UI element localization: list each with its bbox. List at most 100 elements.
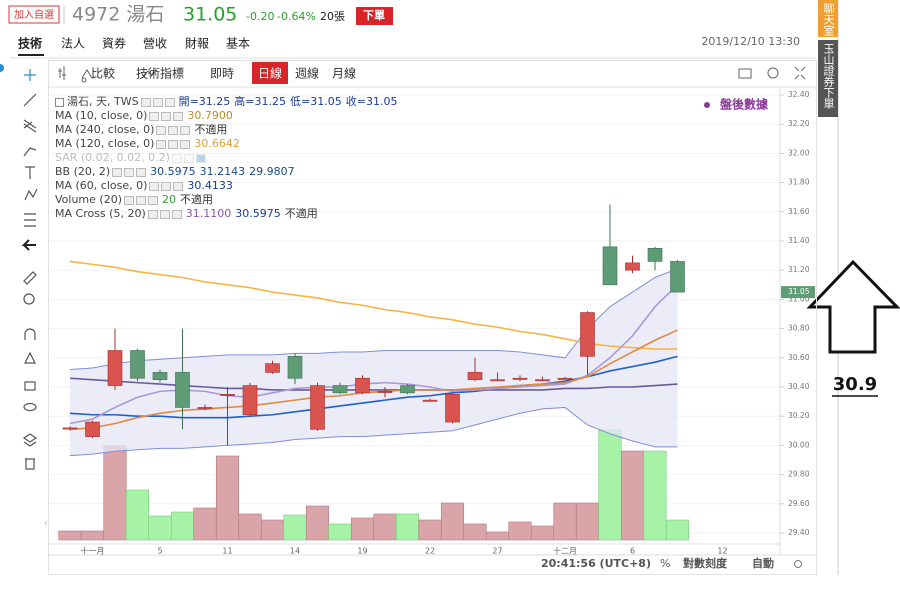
fib-tool[interactable] xyxy=(23,119,37,133)
candle-body xyxy=(62,427,78,430)
compare-icon[interactable] xyxy=(81,69,93,83)
lock-tool[interactable] xyxy=(24,381,36,391)
settings-icon[interactable] xyxy=(767,67,779,79)
volume-bar xyxy=(485,531,510,541)
legend-button xyxy=(180,139,191,149)
toolbar-item[interactable]: 即時 xyxy=(210,67,234,81)
candle-body xyxy=(400,385,415,394)
active-interval[interactable] xyxy=(252,62,288,84)
y-tick-label: 32.00 xyxy=(788,148,810,157)
y-tick-label: 30.80 xyxy=(788,324,810,333)
change: -0.20 xyxy=(246,10,274,23)
status-log[interactable]: 對數刻度 xyxy=(683,556,728,570)
volume-bar xyxy=(125,489,150,541)
layers-tool[interactable] xyxy=(22,433,38,447)
legend-button xyxy=(124,195,134,205)
eye-tool[interactable] xyxy=(23,402,37,412)
volume-bar xyxy=(215,455,240,541)
toolbar-item[interactable]: 比較 xyxy=(91,66,115,81)
watch-button[interactable] xyxy=(8,5,60,24)
fullscreen-icon[interactable] xyxy=(794,66,806,80)
band-fill xyxy=(70,268,678,456)
order-button[interactable] xyxy=(356,7,393,25)
order-tab-label[interactable]: 玉山證券下單 xyxy=(822,43,835,109)
tab[interactable]: 技術 xyxy=(18,36,42,51)
chat-label[interactable]: 聊天室 xyxy=(822,2,835,36)
volume-bar xyxy=(260,519,285,541)
status-gear[interactable] xyxy=(794,560,802,568)
candle-body xyxy=(467,372,483,380)
tab[interactable]: 資券 xyxy=(102,36,126,51)
legend-label: MA (120, close, 0) xyxy=(55,137,155,150)
legend-value: 不適用 xyxy=(194,123,228,136)
candle-body xyxy=(130,350,145,379)
magnet-tool[interactable] xyxy=(24,328,36,340)
after-hours[interactable]: 盤後數據 xyxy=(719,97,769,112)
legend-value: 30.6642 xyxy=(194,137,240,150)
tab[interactable]: 財報 xyxy=(185,36,209,51)
legend-value: 不適用 xyxy=(284,207,318,220)
order-label[interactable]: 下單 xyxy=(363,9,385,22)
tab[interactable]: 營收 xyxy=(143,37,167,51)
back-tool[interactable] xyxy=(21,239,36,251)
y-tick-label: 31.60 xyxy=(788,207,810,216)
text-tool[interactable] xyxy=(25,166,35,179)
legend-button xyxy=(152,97,163,107)
indicator-icon[interactable] xyxy=(142,69,158,77)
legend-label: MA (240, close, 0) xyxy=(55,123,155,136)
gann-tool[interactable] xyxy=(24,213,36,227)
toolbar-item[interactable]: 月線 xyxy=(332,66,356,81)
legend-label: BB (20, 2) xyxy=(55,165,111,178)
camera-icon[interactable] xyxy=(738,68,752,79)
trash-tool[interactable] xyxy=(25,458,35,470)
candle-icon[interactable] xyxy=(58,66,66,80)
status-auto[interactable]: 自動 xyxy=(752,556,774,570)
x-tick-label: 27 xyxy=(492,547,502,556)
x-tick-label: 5 xyxy=(157,547,162,556)
volume-bar xyxy=(350,517,375,541)
line-tool[interactable] xyxy=(23,93,37,107)
candle-body xyxy=(580,312,595,357)
crosshair-tool[interactable] xyxy=(24,69,36,81)
legend-button xyxy=(159,209,170,219)
tab[interactable]: 基本 xyxy=(226,37,250,51)
toolbar-item[interactable]: 技術指標 xyxy=(136,66,184,81)
plot: 32.40 32.20 32.00 31.80 31.60 31.40 31.20 31.00… xyxy=(50,90,815,556)
y-tick-label: 30.40 xyxy=(788,382,810,391)
legend-button xyxy=(136,195,146,205)
scroll-hint[interactable]: ‹ xyxy=(44,519,48,529)
indicator-line xyxy=(69,329,678,431)
chat-tab[interactable] xyxy=(818,0,838,37)
candle-body xyxy=(647,248,663,262)
zoom-tool[interactable] xyxy=(23,293,35,305)
ruler-tool[interactable] xyxy=(23,271,37,285)
legend-label: Volume (20) xyxy=(55,193,122,206)
brush-tool[interactable] xyxy=(23,147,37,157)
order-tab[interactable] xyxy=(818,40,838,117)
legend-button xyxy=(168,125,179,135)
legend-label: MA Cross (5, 20) xyxy=(55,207,146,220)
last-price-label: 31.05 xyxy=(788,287,810,296)
legend-row: BB (20, 2) 30.5975 31.2143 29.9807 xyxy=(55,165,397,179)
tab[interactable]: 法人 xyxy=(61,37,85,51)
stay-tool[interactable] xyxy=(24,351,36,364)
legend-value: 30.5975 xyxy=(235,207,281,220)
volume-bar xyxy=(620,450,645,541)
volume-bar xyxy=(80,530,105,541)
legend-button xyxy=(149,111,160,121)
indicator-line xyxy=(69,377,678,391)
volume-bar xyxy=(373,513,397,541)
legend-row: 湯石, 天, TWS 開=31.25 高=31.25 低=31.05 收=31.05 xyxy=(55,95,397,109)
volume-bar xyxy=(530,525,555,541)
legend-button xyxy=(183,153,194,163)
volume-bar xyxy=(418,519,442,541)
status-percent[interactable]: % xyxy=(660,557,670,570)
pattern-tool[interactable] xyxy=(24,188,38,201)
toolbar-item[interactable]: 週線 xyxy=(295,66,319,81)
legend-row: MA (10, close, 0) 30.7900 xyxy=(55,109,397,123)
toolbar-item[interactable]: 日線 xyxy=(258,66,282,81)
y-tick-label: 31.20 xyxy=(788,265,810,274)
y-tick-label: 32.20 xyxy=(788,119,810,128)
watch-label[interactable]: 加入自選 xyxy=(14,8,54,21)
